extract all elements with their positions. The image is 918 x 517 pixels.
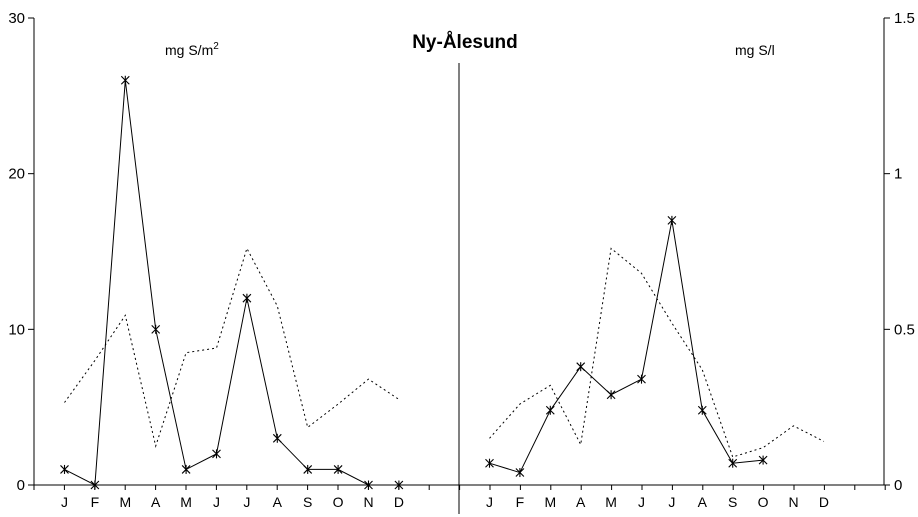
left-y-tick-label: 0 [17, 477, 25, 494]
month-tick-label: A [273, 494, 283, 510]
star-marker [637, 374, 646, 384]
month-tick-label: N [788, 494, 798, 510]
chart-axes [33, 18, 885, 514]
month-tick-label: A [698, 494, 708, 510]
star-marker [333, 464, 343, 474]
right-y-tick-label: 0.5 [894, 321, 915, 338]
month-tick-label: S [303, 494, 312, 510]
star-marker [576, 362, 586, 372]
month-tick-label: D [394, 494, 404, 510]
star-marker [758, 455, 768, 465]
star-marker [606, 390, 616, 400]
month-tick-label: M [119, 494, 131, 510]
star-marker [394, 480, 404, 490]
month-tick-label: F [91, 494, 100, 510]
star-marker [667, 215, 677, 225]
right-y-tick-label: 1 [894, 166, 902, 183]
concentration-dotted-line [489, 247, 825, 458]
month-tick-label: J [243, 494, 250, 510]
month-tick-label: J [486, 494, 493, 510]
star-marker [212, 449, 221, 459]
star-marker [697, 405, 707, 415]
left-unit-text: mg S/m [165, 42, 213, 58]
right-y-tick-label: 0 [894, 477, 902, 494]
month-tick-label: J [668, 494, 675, 510]
month-tick-label: F [516, 494, 525, 510]
star-marker [515, 468, 525, 478]
y-ticks: 0 10 20 30 0 0.5 1 1.5 [8, 10, 915, 494]
left-y-tick-label: 10 [8, 321, 25, 338]
deposition-line [64, 80, 399, 486]
star-marker [120, 75, 130, 85]
star-marker [60, 464, 69, 474]
month-tick-label: J [213, 494, 220, 510]
concentration-line [489, 220, 764, 474]
star-marker [272, 433, 282, 443]
month-tick-label: M [180, 494, 192, 510]
month-tick-label: O [758, 494, 769, 510]
star-marker [364, 480, 373, 490]
month-tick-label: J [61, 494, 68, 510]
star-marker [151, 324, 161, 334]
star-marker [485, 458, 494, 468]
left-y-tick-label: 20 [8, 166, 25, 183]
left-unit-superscript: 2 [213, 41, 219, 52]
star-marker [181, 464, 191, 474]
month-tick-label: N [363, 494, 373, 510]
right-unit-label: mg S/l [735, 42, 775, 58]
month-tick-label: A [576, 494, 586, 510]
month-tick-label: M [544, 494, 556, 510]
star-marker [242, 293, 252, 303]
star-marker [545, 405, 555, 415]
month-tick-label: S [728, 494, 737, 510]
right-y-tick-label: 1.5 [894, 10, 915, 27]
month-tick-label: A [151, 494, 161, 510]
month-tick-label: D [819, 494, 829, 510]
data-series [60, 75, 825, 490]
month-tick-label: O [333, 494, 344, 510]
left-unit-label: mg S/m2 [165, 41, 219, 58]
star-marker [303, 464, 313, 474]
deposition-dotted-line [64, 247, 400, 448]
month-tick-label: J [638, 494, 645, 510]
chart-title: Ny-Ålesund [412, 32, 518, 53]
star-marker [728, 458, 738, 468]
star-marker [90, 480, 100, 490]
left-y-tick-label: 30 [8, 10, 25, 27]
month-tick-label: M [605, 494, 617, 510]
